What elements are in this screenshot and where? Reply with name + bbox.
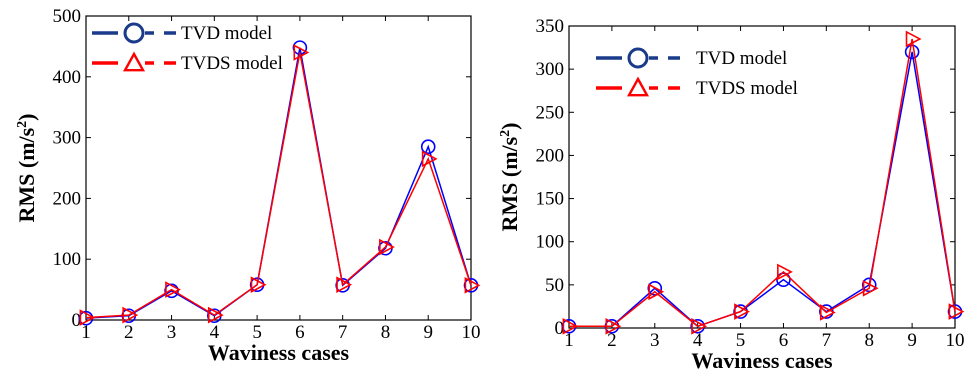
legend-label: TVD model <box>181 23 272 44</box>
x-tick-label: 6 <box>779 330 789 351</box>
x-axis-label: Waviness cases <box>208 340 350 365</box>
legend-marker-triangle <box>626 76 650 97</box>
y-tick-label: 500 <box>53 6 82 27</box>
y-tick-label: 300 <box>53 128 82 149</box>
data-point <box>734 303 750 320</box>
x-tick-label: 9 <box>907 330 917 351</box>
data-point <box>819 304 836 321</box>
data-point <box>948 303 965 320</box>
plot-frame <box>568 25 956 329</box>
y-tick-label: 300 <box>536 59 565 80</box>
data-point <box>420 139 436 155</box>
y-axis-label: RMS (m/s2) <box>14 113 39 222</box>
legend-label: TVDS model <box>696 78 798 99</box>
data-point <box>904 44 920 60</box>
series-line <box>569 38 956 328</box>
y-tick-label: 400 <box>53 67 82 88</box>
x-tick-label: 2 <box>607 330 617 351</box>
data-point <box>691 317 708 335</box>
data-point <box>207 306 224 324</box>
legend-marker-bg <box>123 52 145 74</box>
x-tick-label: 1 <box>564 330 574 351</box>
y-tick-label: 100 <box>536 232 565 253</box>
y-tick-label: 0 <box>555 318 565 339</box>
x-tick-label: 10 <box>462 322 481 343</box>
legend-label: TVDS model <box>181 53 283 74</box>
data-point <box>293 44 310 61</box>
y-tick-label: 250 <box>536 102 565 123</box>
data-point <box>336 276 353 294</box>
series-line <box>85 52 472 319</box>
series-tvd <box>78 40 479 326</box>
x-tick-label: 9 <box>423 322 433 343</box>
data-point <box>776 272 791 287</box>
y-tick-label: 350 <box>536 16 565 37</box>
data-point <box>605 317 622 335</box>
data-point <box>647 281 663 296</box>
x-tick-label: 3 <box>167 322 177 343</box>
data-point <box>648 283 665 301</box>
data-point <box>464 277 481 294</box>
series-tvds <box>562 30 965 335</box>
legend-marker-triangle <box>122 51 146 72</box>
data-point <box>165 281 181 298</box>
data-point <box>861 277 877 293</box>
data-point <box>79 309 96 326</box>
x-tick-label: 2 <box>124 322 134 343</box>
y-tick-label: 150 <box>536 189 565 210</box>
x-tick-label: 6 <box>295 322 305 343</box>
data-point <box>777 263 793 281</box>
x-tick-label: 4 <box>693 330 703 351</box>
x-tick-label: 8 <box>864 330 874 351</box>
data-point <box>122 306 139 324</box>
plot-frame <box>85 15 472 321</box>
legend-label: TVD model <box>696 48 787 69</box>
chart-2: 1 2 3 4 5 6 7 8 9 10050100150200250300350Waviness… <box>497 16 965 373</box>
data-point <box>379 238 395 256</box>
x-tick-label: 1 <box>81 322 91 343</box>
x-tick-label: 3 <box>650 330 660 351</box>
x-tick-label: 7 <box>338 322 348 343</box>
legend-marker-circle <box>123 22 145 44</box>
y-axis-label: RMS (m/s2) <box>497 122 522 231</box>
x-tick-label: 10 <box>946 330 965 351</box>
data-point <box>250 276 267 294</box>
legend-marker-circle <box>627 47 649 69</box>
data-point <box>421 150 438 168</box>
legend: TVD model TVDS model <box>92 22 283 74</box>
y-tick-label: 200 <box>53 188 82 209</box>
x-axis-label: Waviness cases <box>691 348 833 373</box>
x-tick-label: 7 <box>822 330 832 351</box>
x-tick-label: 8 <box>381 322 391 343</box>
y-tick-label: 200 <box>536 145 565 166</box>
x-tick-label: 5 <box>252 322 262 343</box>
x-tick-label: 4 <box>210 322 220 343</box>
y-tick-label: 50 <box>545 275 564 296</box>
data-point <box>562 317 579 335</box>
data-point <box>862 279 879 297</box>
y-tick-label: 0 <box>72 310 82 331</box>
x-tick-label: 5 <box>736 330 746 351</box>
series-tvds <box>79 44 481 326</box>
series-line <box>569 51 956 328</box>
series-line <box>85 47 472 319</box>
data-point <box>905 30 922 48</box>
y-tick-label: 100 <box>53 249 82 270</box>
legend: TVD model TVDS model <box>596 47 798 99</box>
legend-marker-bg <box>627 77 649 99</box>
